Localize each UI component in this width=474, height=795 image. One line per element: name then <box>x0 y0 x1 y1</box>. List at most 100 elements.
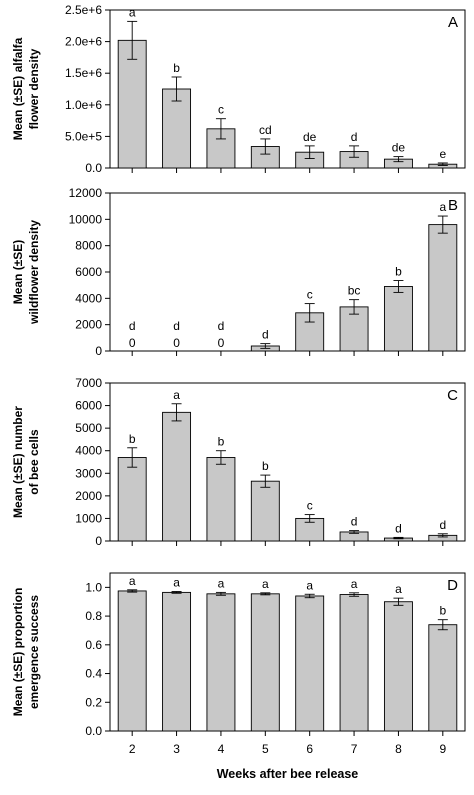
significance-letter: b <box>129 432 136 446</box>
x-tick-label: 4 <box>218 742 225 756</box>
y-axis-label: Mean (±SE) wildflower density <box>11 220 41 325</box>
significance-letter: d <box>351 515 358 529</box>
zero-value-label: 0 <box>173 336 180 350</box>
significance-letter: cd <box>259 123 272 137</box>
y-tick-label: 10000 <box>69 212 103 226</box>
bar <box>162 88 192 169</box>
bar <box>117 590 147 732</box>
x-tick-label: 7 <box>351 742 358 756</box>
y-tick-label: 1.5e+6 <box>65 66 102 80</box>
x-tick-label: 8 <box>395 742 402 756</box>
chart-panel-b: 0 2000 4000 6000 8000 10000 12000 0 d 0 d 0 d d c bc b a B… <box>11 186 466 358</box>
y-tick-label: 1000 <box>75 511 102 525</box>
y-tick-label: 6000 <box>75 265 102 279</box>
significance-letter: d <box>262 328 269 342</box>
y-tick-label: 0.0 <box>85 724 102 738</box>
y-tick-label: 12000 <box>69 186 103 200</box>
x-tick-label: 3 <box>173 742 180 756</box>
bar <box>117 39 147 169</box>
bar <box>206 457 236 542</box>
significance-letter: c <box>307 499 313 513</box>
y-axis-label-line: emergence success <box>27 595 41 709</box>
y-tick-label: 0.0 <box>85 161 102 175</box>
significance-letter: b <box>262 459 269 473</box>
y-tick-label: 0.2 <box>85 695 102 709</box>
y-tick-label: 0.6 <box>85 638 102 652</box>
bar <box>162 591 192 732</box>
y-tick-label: 3000 <box>75 466 102 480</box>
significance-letter: d <box>351 130 358 144</box>
plot-frame <box>109 572 466 732</box>
y-tick-label: 0 <box>95 534 102 548</box>
bar <box>295 595 325 732</box>
plot-frame <box>109 9 466 169</box>
significance-letter: a <box>351 577 358 591</box>
zero-value-label: 0 <box>218 336 225 350</box>
x-tick-label: 9 <box>439 742 446 756</box>
x-axis-label: Weeks after bee release <box>217 767 359 781</box>
x-tick-label: 5 <box>262 742 269 756</box>
chart-panel-c: 0 1000 2000 3000 4000 5000 6000 7000 b a b b c d d d C Me… <box>11 376 466 548</box>
y-tick-label: 2000 <box>75 318 102 332</box>
significance-letter: a <box>129 574 136 588</box>
y-axis-label: Mean (±SE) proportion emergence success <box>11 588 41 717</box>
bar <box>339 594 369 732</box>
significance-letter: b <box>173 61 180 75</box>
significance-letter: a <box>262 577 269 591</box>
significance-letter: d <box>173 319 180 333</box>
y-tick-label: 4000 <box>75 444 102 458</box>
significance-letter: d <box>129 319 136 333</box>
bar <box>250 480 280 542</box>
y-tick-label: 8000 <box>75 239 102 253</box>
chart-panel-d: 0.0 0.2 0.4 0.6 0.8 1.0 2 3 4 5 6 7 8 9 a a a a a a a bD Mean … <box>11 572 466 756</box>
plot-frame <box>109 382 466 542</box>
y-axis-label-line: wildflower density <box>27 220 41 325</box>
significance-letter: a <box>129 5 136 19</box>
significance-letter: c <box>218 103 224 117</box>
significance-letter: de <box>303 130 317 144</box>
significance-letter: a <box>306 578 313 592</box>
zero-value-label: 0 <box>129 336 136 350</box>
significance-letter: b <box>395 265 402 279</box>
y-tick-label: 6000 <box>75 399 102 413</box>
y-tick-label: 5.0e+5 <box>65 129 102 143</box>
significance-letter: d <box>439 518 446 532</box>
bar <box>428 224 458 352</box>
y-axis-label-line: of bee cells <box>27 429 41 495</box>
significance-letter: de <box>392 141 406 155</box>
x-tick-label: 6 <box>306 742 313 756</box>
y-axis-label-line: Mean (±SE) alfalfa <box>11 37 25 140</box>
panel-letter: B <box>448 197 458 214</box>
y-tick-label: 5000 <box>75 421 102 435</box>
bar <box>250 593 280 732</box>
y-axis-label: Mean (±SE) number of bee cells <box>11 406 41 518</box>
y-tick-label: 4000 <box>75 291 102 305</box>
bar <box>206 593 236 732</box>
bar <box>383 601 413 732</box>
significance-letter: b <box>218 435 225 449</box>
y-tick-label: 2.5e+6 <box>65 3 102 17</box>
y-tick-label: 1.0e+6 <box>65 98 102 112</box>
bar <box>162 411 192 542</box>
significance-letter: bc <box>348 284 361 298</box>
y-tick-label: 2000 <box>75 489 102 503</box>
panel-letter: D <box>447 577 458 594</box>
y-tick-label: 7000 <box>75 376 102 390</box>
significance-letter: a <box>173 388 180 402</box>
significance-letter: a <box>439 200 446 214</box>
y-axis-label-line: Mean (±SE) <box>11 240 25 305</box>
panel-letter: C <box>447 387 458 404</box>
significance-letter: b <box>439 604 446 618</box>
y-tick-label: 0.4 <box>85 667 102 681</box>
bar <box>383 286 413 352</box>
significance-letter: c <box>307 288 313 302</box>
y-axis-label: Mean (±SE) alfalfa flower density <box>11 37 41 140</box>
y-tick-label: 1.0 <box>85 580 102 594</box>
y-axis-label-line: Mean (±SE) proportion <box>11 588 25 717</box>
significance-letter: e <box>439 147 446 161</box>
x-tick-label: 2 <box>129 742 136 756</box>
bar <box>428 624 458 732</box>
significance-letter: d <box>395 521 402 535</box>
